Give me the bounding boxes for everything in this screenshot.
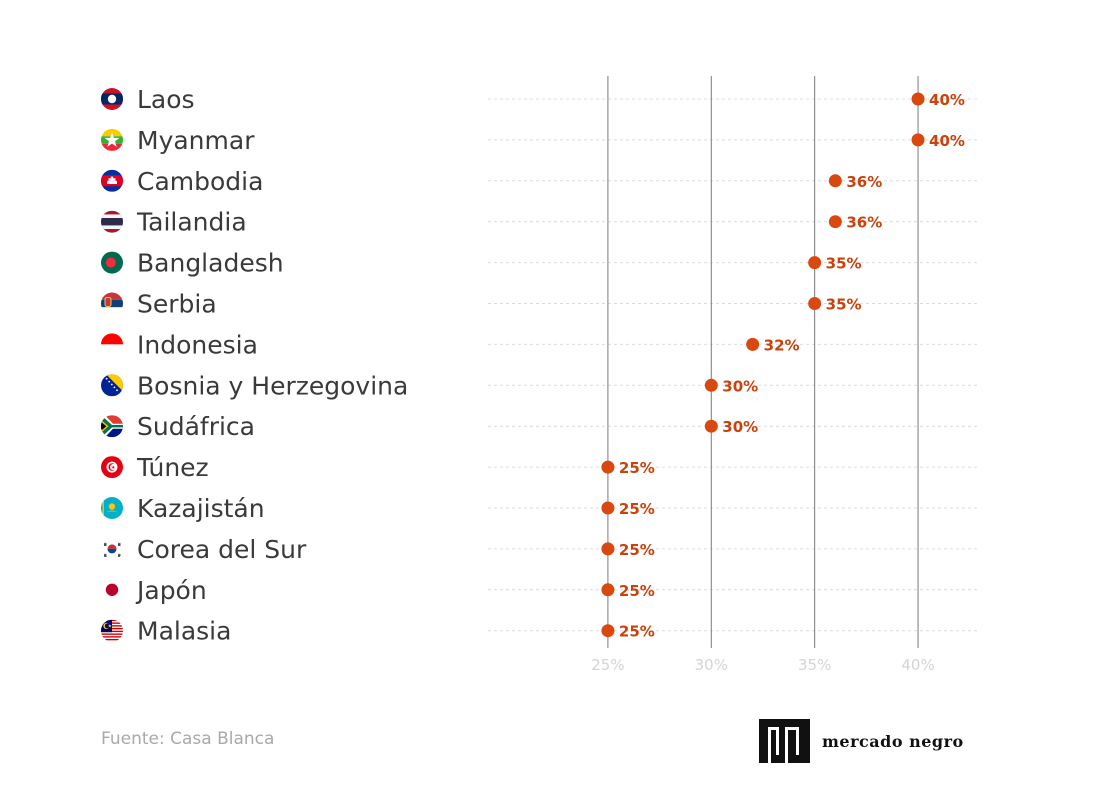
data-dot: [808, 256, 822, 270]
country-label: Bosnia y Herzegovina: [137, 371, 408, 400]
malaysia-flag-icon: [101, 619, 123, 641]
source-note: Fuente: Casa Blanca: [101, 729, 275, 749]
value-label: 25%: [619, 500, 655, 518]
country-label: Cambodia: [137, 167, 263, 196]
serbia-flag-icon: [101, 292, 123, 315]
mercado-negro-logo-icon: [759, 719, 810, 763]
data-dot: [746, 337, 760, 351]
x-tick-label: 30%: [695, 656, 728, 674]
dots: [601, 92, 925, 638]
value-labels: 40% 40% 36% 36% 35% 35% 32% 30% 30% 25% 25% 25% 25% 2…: [619, 91, 965, 641]
value-label: 36%: [846, 173, 882, 191]
laos-flag-icon: [101, 88, 123, 110]
country-labels: Laos Myanmar Cambodia Tailandia Bangladesh Se…: [135, 85, 408, 646]
indonesia-flag-icon: [101, 333, 123, 356]
country-label: Kazajistán: [137, 494, 265, 523]
data-dot: [911, 92, 925, 106]
country-label: Laos: [137, 85, 195, 114]
kazakhstan-flag-icon: [101, 497, 123, 519]
data-dot: [601, 624, 615, 638]
south-africa-flag-icon: [101, 415, 123, 438]
x-tick-label: 40%: [901, 656, 934, 674]
country-label: Myanmar: [137, 126, 255, 155]
cambodia-flag-icon: [101, 169, 123, 192]
country-label: Tailandia: [136, 208, 247, 237]
value-label: 30%: [722, 418, 758, 436]
country-label: Túnez: [136, 453, 209, 482]
country-label: Indonesia: [137, 330, 258, 359]
value-label: 36%: [846, 214, 882, 232]
brand-name: mercado negro: [822, 731, 964, 751]
data-dot: [601, 542, 615, 556]
x-tick-label: 35%: [798, 656, 831, 674]
value-label: 25%: [619, 541, 655, 559]
data-dot: [911, 133, 925, 147]
data-dot: [828, 215, 842, 229]
south-korea-flag-icon: [101, 537, 123, 560]
x-axis-ticks: 25% 30% 35% 40%: [591, 656, 934, 674]
flags: [101, 88, 123, 641]
value-label: 35%: [826, 255, 862, 273]
country-label: Corea del Sur: [137, 535, 307, 564]
country-label: Malasia: [137, 617, 231, 646]
country-label: Sudáfrica: [137, 412, 255, 441]
value-label: 25%: [619, 582, 655, 600]
value-label: 30%: [722, 377, 758, 395]
value-label: 40%: [929, 91, 965, 109]
value-label: 35%: [826, 296, 862, 314]
value-label: 25%: [619, 623, 655, 641]
data-dot: [704, 378, 718, 392]
data-dot: [828, 174, 842, 188]
row-gridlines: [488, 98, 978, 632]
value-label: 40%: [929, 132, 965, 150]
brand: mercado negro: [759, 719, 964, 763]
country-label: Serbia: [137, 290, 217, 319]
value-label: 32%: [764, 336, 800, 354]
data-dot: [601, 501, 615, 515]
country-label: Japón: [135, 576, 207, 605]
bangladesh-flag-icon: [101, 251, 123, 274]
vertical-gridlines: [607, 76, 919, 648]
x-tick-label: 25%: [591, 656, 624, 674]
country-label: Bangladesh: [137, 249, 284, 278]
data-dot: [808, 297, 822, 310]
bosnia-flag-icon: [101, 374, 123, 397]
thailand-flag-icon: [101, 210, 123, 233]
data-dot: [601, 583, 615, 597]
data-dot: [704, 419, 718, 433]
tunisia-flag-icon: [101, 456, 123, 479]
value-label: 25%: [619, 459, 655, 477]
myanmar-flag-icon: [101, 128, 123, 151]
data-dot: [601, 460, 615, 474]
japan-flag-icon: [101, 578, 123, 601]
